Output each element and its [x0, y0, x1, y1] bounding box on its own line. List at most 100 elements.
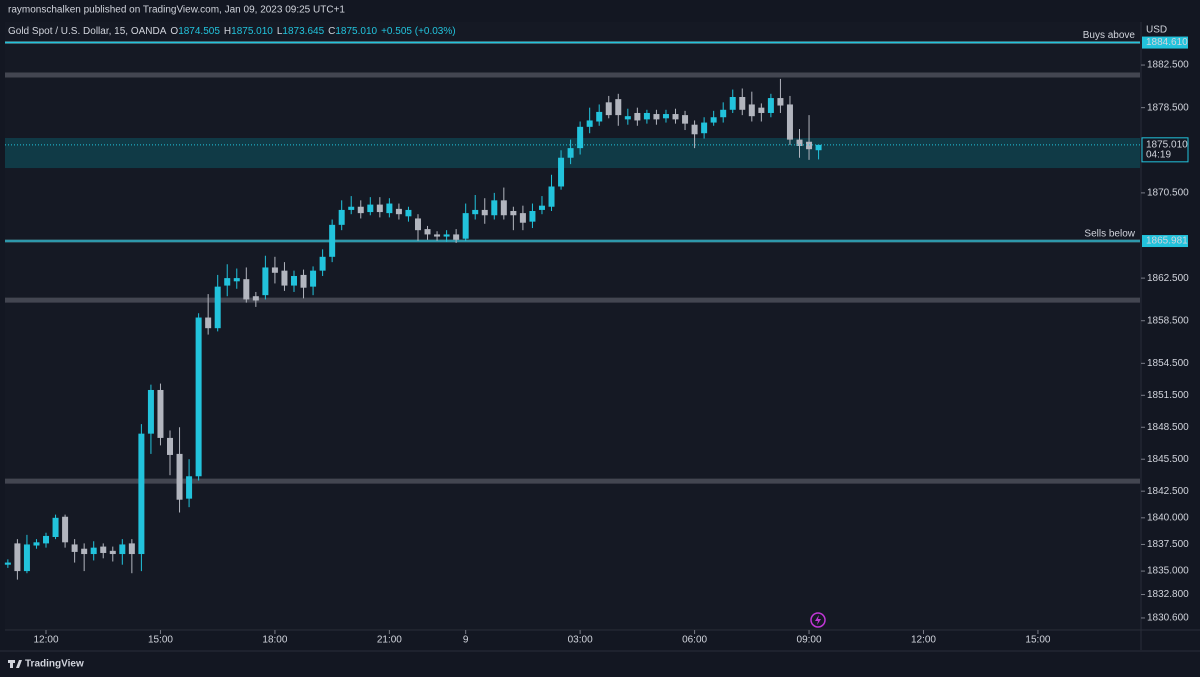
candle-body	[701, 122, 708, 134]
ohlc-key: L	[277, 26, 283, 37]
currency: USD	[1146, 25, 1167, 36]
brand: TradingView	[25, 659, 84, 670]
y-tick-label: 1848.500	[1147, 422, 1189, 433]
candle-body	[4, 562, 11, 565]
x-tick-label: 21:00	[377, 635, 402, 646]
candle-body	[367, 204, 374, 213]
candle-body	[176, 453, 183, 500]
candle-body	[548, 186, 555, 207]
candle-body	[205, 317, 212, 329]
x-tick-label: 9	[463, 635, 469, 646]
y-tick-label: 1878.500	[1147, 102, 1189, 113]
y-tick-label: 1832.800	[1147, 589, 1189, 600]
candle-body	[672, 114, 679, 120]
y-tick-label: 1862.500	[1147, 273, 1189, 284]
candle-body	[596, 111, 603, 122]
candle-body	[558, 157, 565, 187]
candle-body	[634, 112, 641, 121]
candle-body	[252, 296, 259, 301]
x-tick-label: 12:00	[911, 635, 936, 646]
candle-body	[300, 274, 307, 288]
candle-body	[491, 200, 498, 216]
level-tag-label: 1865.981	[1146, 236, 1188, 247]
candle-body	[519, 213, 526, 223]
candle-body	[424, 229, 431, 235]
y-tick-label: 1835.000	[1147, 566, 1189, 577]
candle-body	[453, 234, 460, 240]
publish-info: raymonschalken published on TradingView.…	[8, 5, 345, 16]
y-tick-label: 1837.500	[1147, 539, 1189, 550]
candle-body	[33, 542, 40, 546]
candle-body	[243, 279, 250, 300]
candle-body	[710, 117, 717, 123]
y-tick-label: 1870.500	[1147, 188, 1189, 199]
candle-body	[147, 389, 154, 434]
candle-body	[81, 548, 88, 555]
candle-body	[109, 550, 116, 555]
ohlc-key: O	[170, 26, 178, 37]
event-icon-bolt	[815, 615, 821, 625]
candle-body	[796, 139, 803, 147]
candle-body	[748, 104, 755, 117]
x-tick-label: 15:00	[148, 635, 173, 646]
candle-body	[14, 543, 21, 572]
candle-body	[691, 124, 698, 135]
candle-body	[376, 204, 383, 213]
last-price-tag	[1141, 137, 1189, 163]
legend: Gold Spot / U.S. Dollar, 15, OANDA O1874.…	[8, 26, 456, 37]
y-tick-label: 1851.500	[1147, 390, 1189, 401]
candle-body	[119, 544, 126, 555]
candle-body	[233, 278, 240, 282]
plot-area	[5, 22, 1140, 630]
candle-body	[472, 209, 479, 215]
last-price-label: 1875.010	[1146, 139, 1188, 150]
event-icon	[810, 612, 826, 628]
candle-body	[739, 97, 746, 110]
candle-body	[52, 517, 59, 537]
candle-body	[643, 112, 650, 120]
change: +0.505 (+0.03%)	[381, 26, 456, 37]
x-tick-label: 12:00	[33, 635, 58, 646]
candle-body	[395, 208, 402, 215]
candle-body	[43, 535, 50, 544]
candle-body	[662, 114, 669, 119]
candle-body	[329, 224, 336, 257]
candle-body	[224, 278, 231, 286]
ohlc-value: 1874.505	[178, 26, 220, 37]
level-name: Sells below	[1084, 229, 1135, 240]
level-tag	[1142, 235, 1188, 248]
y-tick-label: 1830.600	[1147, 613, 1189, 624]
x-tick-label: 18:00	[262, 635, 287, 646]
candle-body	[386, 203, 393, 214]
candle-body	[71, 544, 78, 552]
candle-body	[443, 234, 450, 237]
candle-body	[815, 144, 822, 151]
candle-body	[357, 206, 364, 214]
candle-body	[290, 275, 297, 286]
candle-body	[167, 437, 174, 455]
candle-body	[338, 209, 345, 225]
candle-body	[462, 213, 469, 239]
candle-body	[138, 433, 145, 555]
level-tag	[1142, 36, 1188, 49]
candle-body	[605, 102, 612, 116]
y-tick-label: 1840.000	[1147, 512, 1189, 523]
candle-body	[777, 98, 784, 106]
candle-body	[500, 200, 507, 216]
candle-body	[414, 218, 421, 231]
candle-body	[23, 544, 30, 572]
candle-body	[319, 256, 326, 271]
candle-body	[806, 141, 813, 150]
candle-body	[767, 98, 774, 113]
candle-body	[281, 270, 288, 286]
symbol: Gold Spot / U.S. Dollar, 15, OANDA	[8, 26, 167, 37]
logo	[8, 660, 22, 668]
x-tick-label: 09:00	[797, 635, 822, 646]
candle-body	[624, 116, 631, 120]
ohlc-key: H	[224, 26, 231, 37]
level-tag-label: 1884.610	[1146, 37, 1188, 48]
x-tick-label: 15:00	[1025, 635, 1050, 646]
candle-body	[720, 109, 727, 118]
candle-body	[90, 547, 97, 555]
